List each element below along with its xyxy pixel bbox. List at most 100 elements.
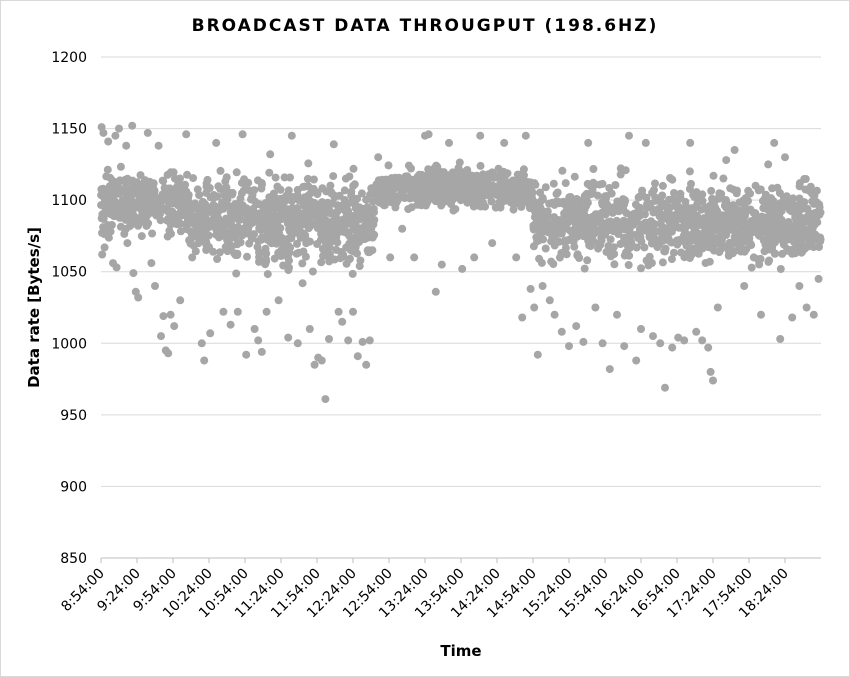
data-point bbox=[262, 249, 271, 258]
data-point bbox=[193, 185, 202, 194]
data-point bbox=[698, 336, 707, 345]
data-point bbox=[206, 329, 215, 338]
data-point bbox=[687, 179, 695, 188]
y-tick-label: 950 bbox=[60, 408, 87, 424]
data-point bbox=[182, 221, 191, 230]
data-point bbox=[308, 267, 317, 276]
data-point bbox=[163, 207, 172, 216]
data-point bbox=[208, 208, 217, 217]
data-point bbox=[213, 255, 222, 263]
data-point bbox=[756, 228, 765, 237]
data-point bbox=[249, 230, 258, 239]
data-point bbox=[103, 165, 112, 174]
data-point bbox=[553, 217, 562, 226]
data-point bbox=[334, 226, 342, 235]
data-point bbox=[693, 214, 702, 223]
data-point bbox=[649, 332, 657, 341]
data-point bbox=[266, 150, 275, 159]
data-point bbox=[215, 248, 224, 257]
data-point bbox=[186, 201, 195, 210]
data-point bbox=[305, 325, 314, 333]
data-point bbox=[147, 193, 155, 202]
data-point bbox=[151, 282, 159, 290]
data-point bbox=[248, 190, 257, 199]
data-point bbox=[190, 217, 199, 226]
data-point bbox=[668, 195, 677, 204]
data-point bbox=[500, 173, 509, 182]
data-point bbox=[627, 238, 636, 247]
data-point bbox=[446, 187, 455, 195]
data-point bbox=[410, 253, 419, 262]
data-point bbox=[156, 216, 165, 225]
data-point bbox=[299, 201, 308, 210]
data-point bbox=[764, 257, 773, 266]
data-point bbox=[726, 184, 735, 193]
data-point bbox=[801, 185, 810, 194]
data-point bbox=[121, 178, 130, 187]
data-point bbox=[518, 313, 527, 322]
data-point bbox=[658, 191, 667, 200]
data-point bbox=[577, 212, 586, 220]
data-point bbox=[701, 259, 710, 267]
data-point bbox=[788, 313, 797, 322]
data-point bbox=[374, 153, 383, 162]
data-point bbox=[565, 342, 573, 351]
data-point bbox=[625, 131, 633, 140]
y-axis-label: Data rate [Bytes/s] bbox=[25, 227, 43, 388]
data-point bbox=[788, 245, 797, 254]
data-point bbox=[415, 186, 424, 195]
data-point bbox=[286, 208, 295, 217]
data-point bbox=[348, 220, 357, 229]
data-point bbox=[348, 269, 357, 278]
data-point bbox=[666, 221, 675, 230]
data-point bbox=[165, 198, 174, 207]
data-point bbox=[686, 138, 695, 147]
data-point bbox=[116, 162, 125, 171]
data-point bbox=[111, 197, 120, 206]
data-point bbox=[284, 241, 293, 250]
data-point bbox=[307, 210, 316, 219]
data-point bbox=[255, 248, 263, 257]
data-point bbox=[202, 182, 211, 191]
data-point bbox=[170, 174, 179, 183]
data-point bbox=[227, 215, 236, 224]
data-point bbox=[538, 282, 547, 290]
data-point bbox=[682, 214, 691, 223]
data-point bbox=[579, 203, 587, 212]
data-point bbox=[744, 186, 753, 195]
data-point bbox=[605, 220, 614, 229]
data-point bbox=[284, 186, 293, 195]
data-point bbox=[624, 261, 633, 269]
data-point bbox=[298, 229, 307, 238]
y-tick-label: 1100 bbox=[51, 193, 87, 209]
data-point bbox=[487, 169, 496, 177]
data-point bbox=[243, 252, 251, 261]
data-point bbox=[272, 201, 281, 210]
data-point bbox=[154, 141, 163, 150]
data-point bbox=[170, 322, 179, 331]
data-point bbox=[302, 193, 311, 202]
data-point bbox=[231, 200, 240, 209]
data-point bbox=[757, 310, 765, 319]
data-point bbox=[729, 212, 738, 221]
data-point bbox=[431, 287, 440, 296]
data-point bbox=[115, 124, 123, 133]
data-point bbox=[445, 138, 453, 147]
data-point bbox=[810, 220, 819, 229]
data-point bbox=[128, 176, 137, 185]
data-point bbox=[202, 246, 211, 254]
data-point bbox=[705, 234, 714, 243]
data-point bbox=[164, 214, 172, 223]
data-point bbox=[198, 198, 207, 207]
data-point bbox=[601, 230, 609, 239]
data-point bbox=[811, 230, 820, 239]
data-point bbox=[784, 202, 793, 211]
data-point bbox=[184, 213, 193, 222]
data-point bbox=[583, 198, 592, 207]
data-point bbox=[332, 233, 341, 242]
data-point bbox=[309, 175, 318, 184]
data-point bbox=[250, 325, 259, 333]
data-point bbox=[644, 221, 653, 230]
data-point bbox=[404, 161, 413, 170]
data-point bbox=[129, 269, 138, 278]
